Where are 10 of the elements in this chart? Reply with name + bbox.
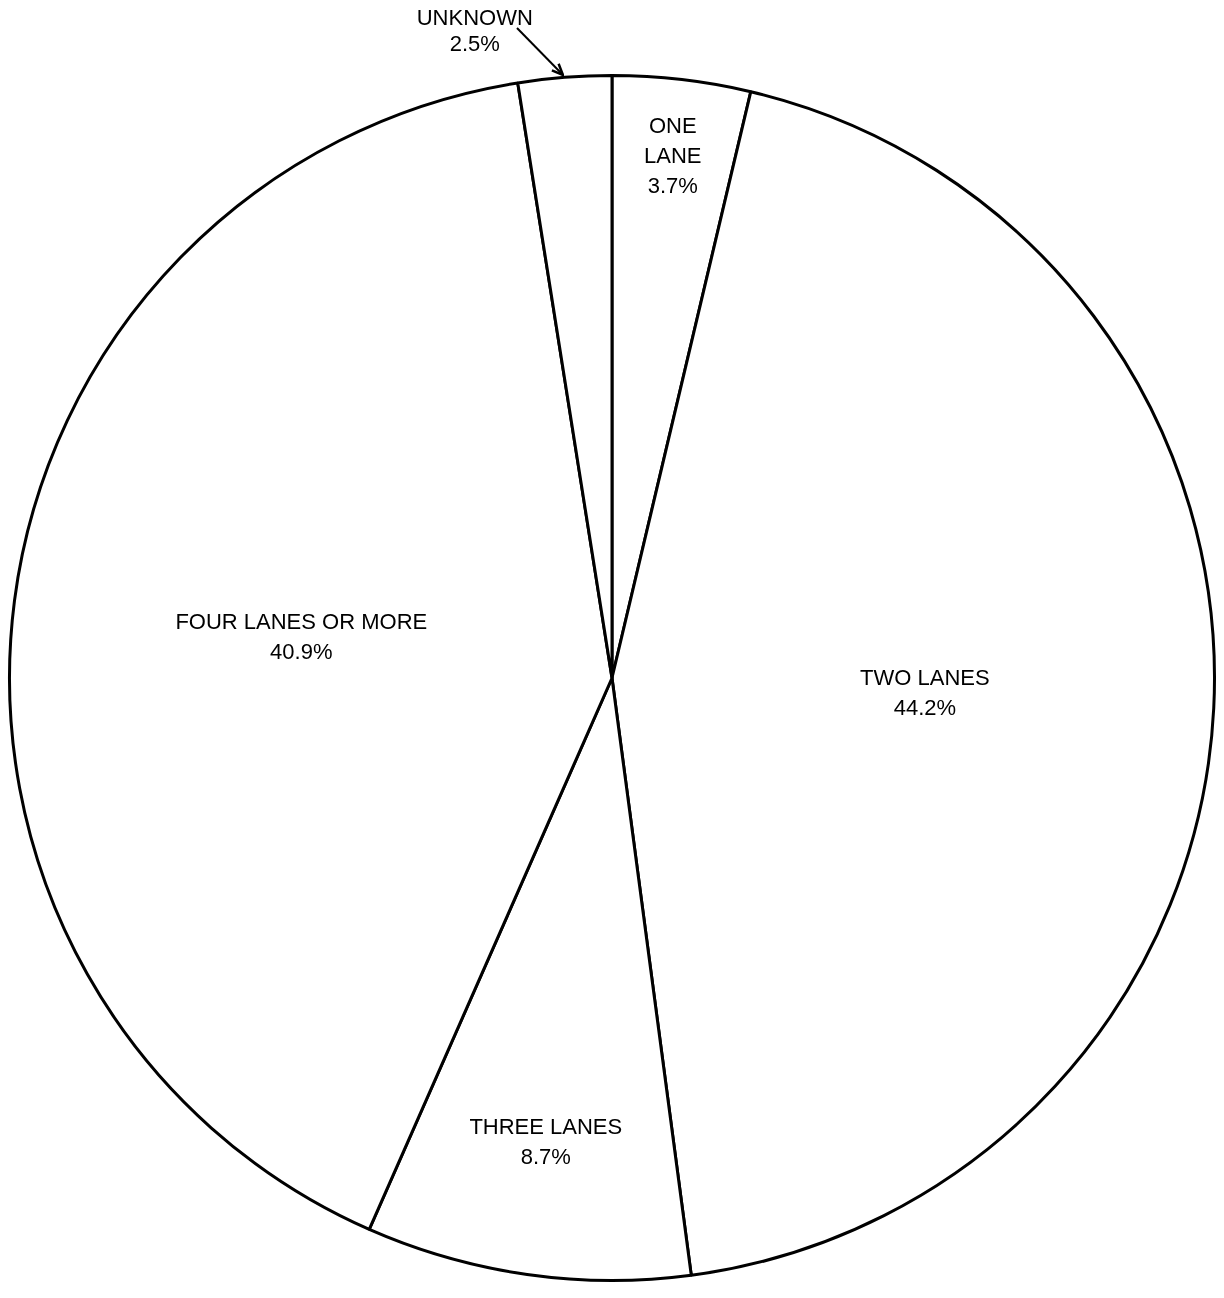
- data-label: 8.7%: [520, 1144, 571, 1170]
- data-label: 40.9%: [270, 638, 333, 664]
- data-label: 3.7%: [647, 173, 698, 199]
- slice-label: UNKNOWN: [416, 5, 533, 31]
- slice-label: TWO LANES: [860, 664, 990, 690]
- slice-label: FOUR LANES OR MORE: [175, 608, 428, 634]
- data-label: 2.5%: [449, 31, 500, 57]
- data-label: 44.2%: [893, 694, 957, 720]
- slice-label: ONE LANE: [644, 113, 702, 169]
- slice-label: THREE LANES: [469, 1114, 623, 1140]
